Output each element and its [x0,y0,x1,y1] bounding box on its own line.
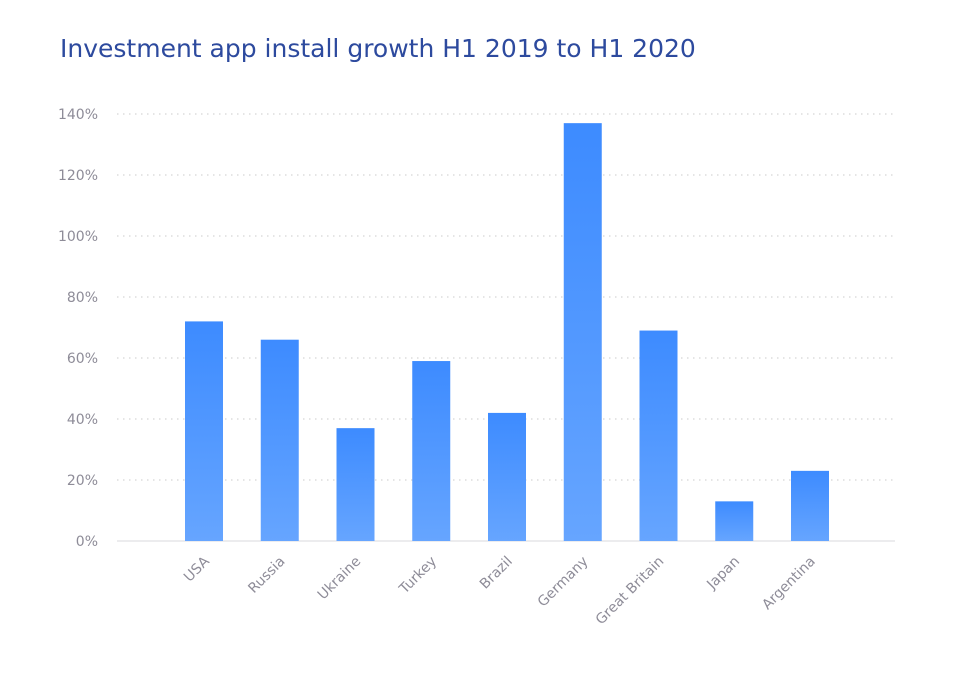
bar-ukraine [336,428,375,541]
bar-russia [260,339,299,541]
y-tick-label: 120% [58,168,98,184]
chart-title: Investment app install growth H1 2019 to… [60,34,696,63]
y-tick-label: 100% [58,229,98,245]
x-tick-label: Japan [703,554,743,594]
x-tick-label: Germany [535,554,592,611]
y-tick-label: 140% [58,107,98,123]
x-tick-label: Great Britain [593,554,668,629]
x-tick-label: USA [181,553,213,585]
bar-brazil [488,412,526,541]
y-tick-label: 60% [67,351,98,367]
y-tick-label: 20% [67,473,98,489]
x-tick-label: Ukraine [315,554,365,604]
x-tick-label: Argentina [759,554,819,614]
x-tick-label: Russia [245,554,288,597]
y-tick-label: 0% [76,534,98,550]
y-tick-label: 40% [67,412,98,428]
bar-argentina [791,470,829,541]
x-tick-label: Turkey [396,554,440,598]
bar-turkey [412,361,451,541]
bar-japan [715,501,754,541]
y-tick-label: 80% [67,290,98,306]
x-tick-label: Brazil [477,554,516,593]
bar-germany [563,123,602,542]
bar-great-britain [639,330,678,541]
bar-usa [185,321,223,541]
